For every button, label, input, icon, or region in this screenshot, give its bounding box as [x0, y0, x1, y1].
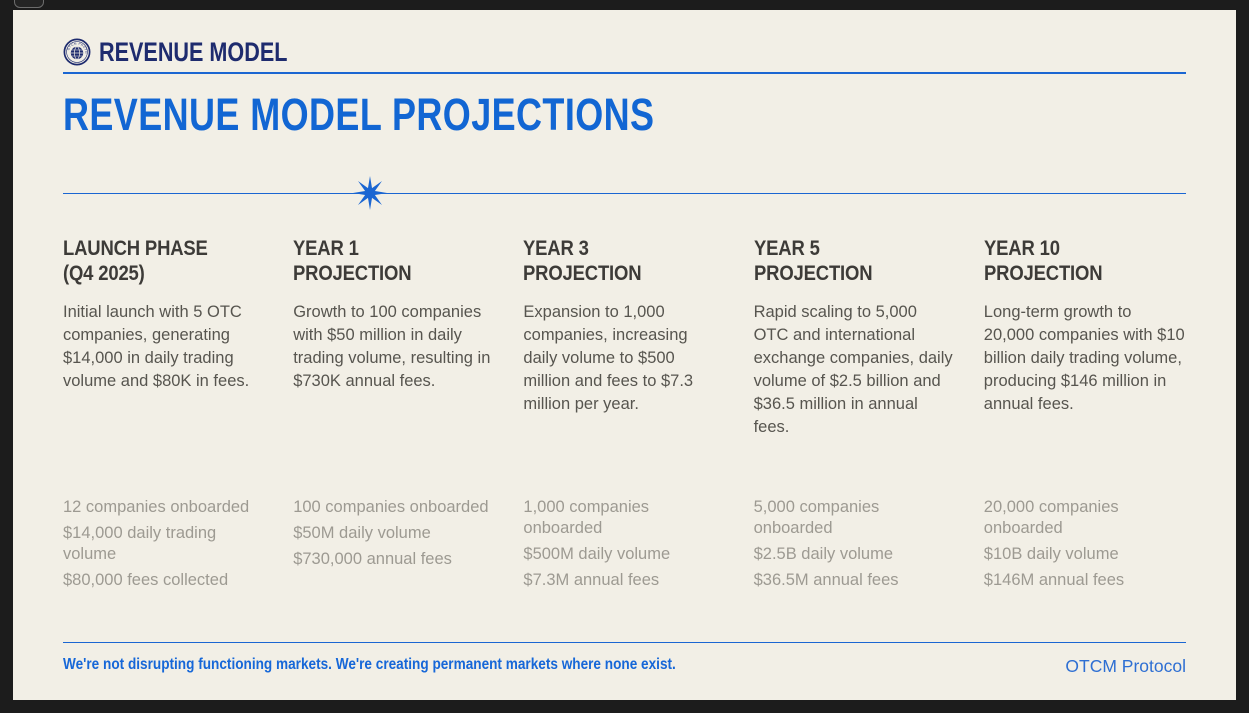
column-description: Initial launch with 5 OTC companies, gen… — [63, 303, 250, 390]
column-launch-phase: LAUNCH PHASE (Q4 2025) Initial launch wi… — [63, 214, 265, 596]
footer-tagline: We're not disrupting functioning markets… — [63, 656, 676, 673]
column-year-1: YEAR 1 PROJECTION Growth to 100 companie… — [293, 214, 495, 596]
column-description: Rapid scaling to 5,000 OTC and internati… — [753, 303, 953, 436]
stat-line: $7.3M annual fees — [523, 571, 660, 589]
stat-line: $14,000 daily trading volume — [63, 524, 217, 563]
stat-line: 20,000 companies onboarded — [983, 498, 1119, 537]
starburst-icon — [353, 176, 387, 210]
column-year-3: YEAR 3 PROJECTION Expansion to 1,000 com… — [523, 214, 725, 596]
projection-columns: LAUNCH PHASE (Q4 2025) Initial launch wi… — [63, 214, 1186, 596]
stat-line: 12 companies onboarded — [63, 498, 250, 516]
stat-line: 1,000 companies onboarded — [523, 498, 650, 537]
section-divider — [63, 176, 1186, 210]
stat-line: $146M annual fees — [983, 571, 1125, 589]
column-heading: YEAR 10 PROJECTION — [983, 237, 1103, 285]
stat-line: $10B daily volume — [983, 545, 1119, 563]
column-year-5: YEAR 5 PROJECTION Rapid scaling to 5,000… — [754, 214, 956, 596]
stat-line: $50M daily volume — [293, 524, 431, 542]
stat-line: $80,000 fees collected — [63, 571, 229, 589]
stat-line: $36.5M annual fees — [753, 571, 899, 589]
header-rule — [63, 72, 1186, 74]
column-stats: 5,000 companies onboarded $2.5B daily vo… — [754, 497, 956, 591]
column-description: Expansion to 1,000 companies, increasing… — [523, 303, 694, 413]
window-corner-tab — [14, 0, 44, 8]
column-heading: LAUNCH PHASE (Q4 2025) — [63, 237, 208, 285]
column-stats: 20,000 companies onboarded $10B daily vo… — [984, 497, 1186, 591]
column-stats: 12 companies onboarded $14,000 daily tra… — [63, 497, 265, 591]
stat-line: $730,000 annual fees — [293, 550, 452, 568]
slide-card: OTCM PROTOCOL REVENUE MODEL REVENUE MODE… — [13, 10, 1236, 700]
column-stats: 1,000 companies onboarded $500M daily vo… — [523, 497, 725, 591]
stat-line: 5,000 companies onboarded — [753, 498, 880, 537]
column-stats: 100 companies onboarded $50M daily volum… — [293, 497, 495, 570]
slide-header: OTCM PROTOCOL REVENUE MODEL — [63, 37, 1186, 67]
column-heading: YEAR 5 PROJECTION — [753, 237, 873, 285]
column-description: Long-term growth to 20,000 companies wit… — [983, 303, 1185, 413]
slide-footer: We're not disrupting functioning markets… — [63, 642, 1186, 688]
column-heading: YEAR 1 PROJECTION — [293, 237, 412, 285]
column-description: Growth to 100 companies with $50 million… — [293, 303, 491, 390]
stat-line: $2.5B daily volume — [753, 545, 894, 563]
page-title: REVENUE MODEL PROJECTIONS — [63, 89, 655, 140]
stat-line: $500M daily volume — [523, 545, 671, 563]
column-year-10: YEAR 10 PROJECTION Long-term growth to 2… — [984, 214, 1186, 596]
column-heading: YEAR 3 PROJECTION — [523, 237, 642, 285]
footer-brand: OTCM Protocol — [1065, 656, 1186, 676]
stat-line: 100 companies onboarded — [293, 498, 489, 516]
otcm-seal-logo: OTCM PROTOCOL — [63, 38, 91, 66]
section-eyebrow: REVENUE MODEL — [99, 36, 288, 67]
